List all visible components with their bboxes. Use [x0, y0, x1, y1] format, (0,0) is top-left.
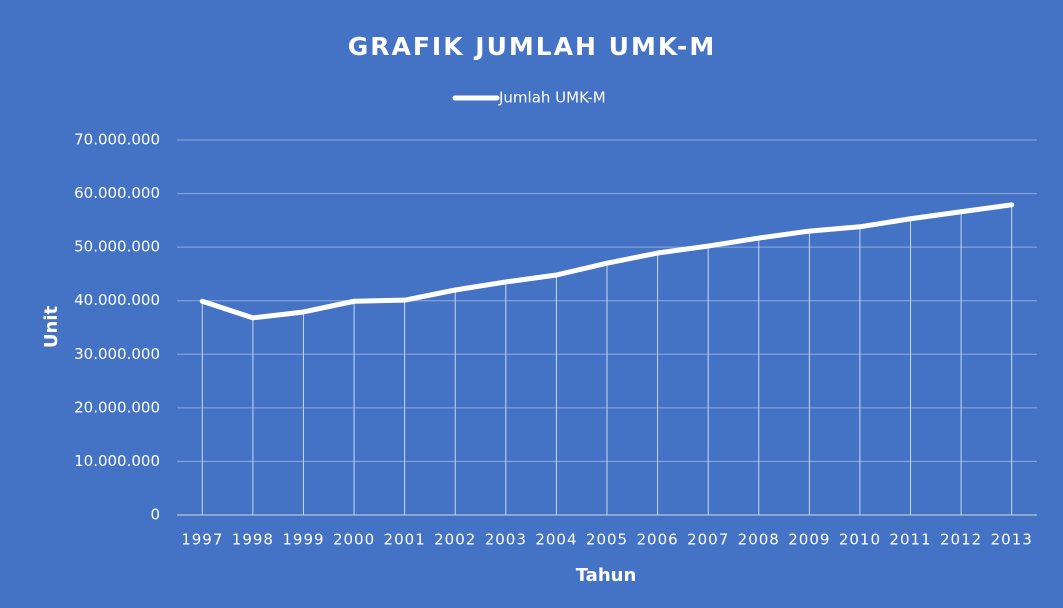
x-tick-label: 2001: [384, 531, 426, 549]
x-tick-label: 2010: [839, 531, 881, 549]
y-tick-label: 0: [150, 506, 160, 524]
x-axis-label: Tahun: [576, 565, 637, 586]
y-tick-label: 60.000.000: [74, 184, 160, 202]
x-tick-label: 2002: [434, 531, 476, 549]
y-tick-label: 20.000.000: [74, 398, 160, 416]
x-tick-label: 1999: [282, 531, 324, 549]
x-tick-label: 2003: [485, 531, 527, 549]
y-axis-label: Unit: [41, 306, 62, 349]
line-series: [199, 202, 1015, 321]
x-tick-label: 2008: [738, 531, 780, 549]
x-tick-label: 1997: [181, 531, 223, 549]
y-tick-label: 40.000.000: [74, 291, 160, 309]
y-tick-label: 10.000.000: [74, 452, 160, 470]
x-tick-label: 2000: [333, 531, 375, 549]
x-tick-label: 2013: [991, 531, 1033, 549]
y-tick-label: 50.000.000: [74, 238, 160, 256]
x-tick-label: 1998: [232, 531, 274, 549]
x-tick-label: 2006: [636, 531, 678, 549]
chart-title: GRAFIK JUMLAH UMK-M: [348, 32, 717, 61]
legend-label: Jumlah UMK-M: [498, 89, 606, 107]
y-tick-label: 70.000.000: [74, 131, 160, 149]
x-tick-label: 2007: [687, 531, 729, 549]
x-tick-label: 2004: [535, 531, 577, 549]
x-tick-label: 2012: [940, 531, 982, 549]
x-tick-label: 2011: [889, 531, 931, 549]
y-tick-label: 30.000.000: [74, 345, 160, 363]
x-tick-label: 2005: [586, 531, 628, 549]
x-tick-label: 2009: [788, 531, 830, 549]
